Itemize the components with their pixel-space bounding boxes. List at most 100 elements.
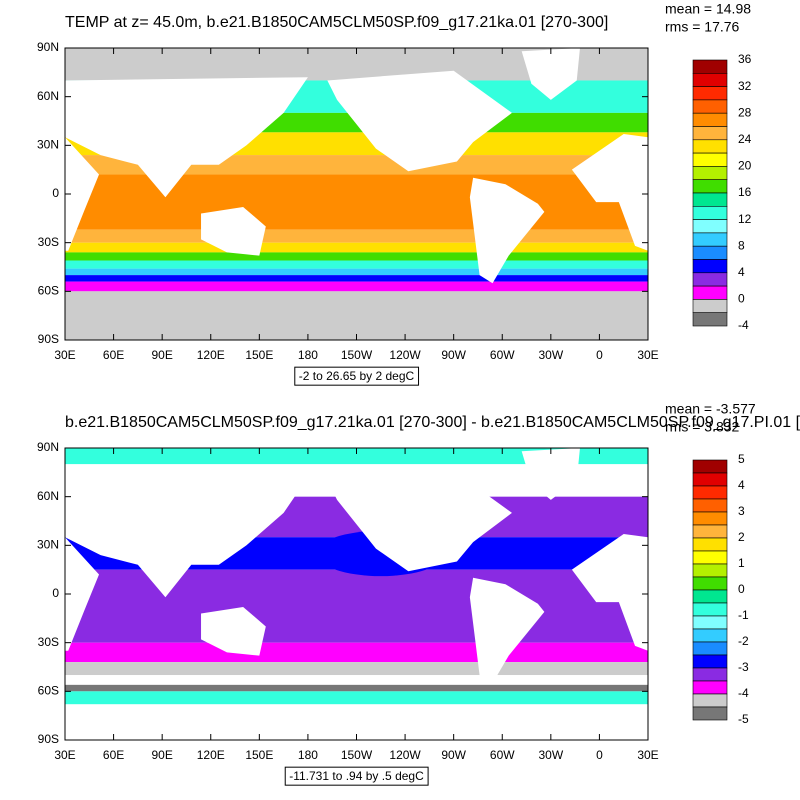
lat-tick-label: 90N [37,440,59,454]
colorbar-label: 16 [738,185,752,199]
lat-tick-label: 30S [38,635,59,649]
lon-tick-label: 180 [298,748,318,762]
info-label: -11.731 to .94 by .5 degC [289,769,424,783]
colorbar-box [692,192,728,207]
lat-tick-label: 60N [37,89,59,103]
colorbar-box [692,99,728,114]
colorbar-box [692,73,728,87]
colorbar-box [692,299,728,313]
lat-tick-label: 30S [38,235,59,249]
colorbar-label: 0 [738,292,745,306]
lon-tick-label: 120E [197,348,225,362]
panel-title: TEMP at z= 45.0m, b.e21.B1850CAM5CLM50SP… [65,14,608,31]
rms-label: rms = 17.76 [665,19,740,35]
contour-fill [65,691,648,705]
contour-fill [65,662,648,676]
contour-fill [65,275,648,282]
contour-fill [65,252,648,261]
lon-tick-label: 180 [298,348,318,362]
colorbar-box [692,219,728,234]
colorbar-box [692,312,728,327]
colorbar-box [692,602,728,617]
colorbar-label: 36 [738,52,752,66]
contour-fill [65,281,648,292]
lon-tick-label: 60E [103,348,124,362]
colorbar-box [692,152,728,167]
colorbar-label: 1 [738,556,745,570]
lon-tick-label: 30W [538,348,563,362]
colorbar-box [692,628,728,643]
colorbar-box [692,206,728,220]
colorbar-label: 32 [738,79,752,93]
lon-tick-label: 90W [441,348,466,362]
lat-tick-label: 90N [37,40,59,54]
colorbar-box [692,86,728,101]
colorbar-box [692,680,728,695]
mean-label: mean = 14.98 [665,1,751,17]
lon-tick-label: 30W [538,748,563,762]
lon-tick-label: 60W [490,748,515,762]
colorbar-box [692,272,728,287]
lon-tick-label: 0 [596,348,603,362]
colorbar-label: 5 [738,452,745,466]
colorbar-box [692,537,728,552]
colorbar-label: -5 [738,712,749,726]
colorbar-label: 4 [738,478,745,492]
contour-fill [65,260,648,269]
lon-tick-label: 150W [341,348,373,362]
colorbar-box [692,459,728,474]
map-panel: b.e21.B1850CAM5CLM50SP.f09_g17.21ka.01 [… [37,401,800,786]
lat-tick-label: 90S [38,332,59,346]
colorbar-label: 0 [738,582,745,596]
contour-fill [65,642,648,663]
colorbar-box [692,706,728,721]
colorbar-box [692,59,728,74]
field-layer [65,48,648,340]
lon-tick-label: 120W [389,748,421,762]
lat-tick-label: 30N [37,538,59,552]
lon-tick-label: 30E [637,348,658,362]
colorbar-box [692,641,728,656]
colorbar-box [692,615,728,630]
colorbar-label: -1 [738,608,749,622]
contour-fill [65,291,648,340]
colorbar-label: 24 [738,132,752,146]
field-layer [65,448,648,740]
lon-tick-label: 90W [441,748,466,762]
colorbar-label: 2 [738,530,745,544]
lon-tick-label: 30E [54,748,75,762]
info-box [294,366,420,386]
colorbar-box [692,485,728,500]
lon-tick-label: 60E [103,748,124,762]
lon-tick-label: 0 [596,748,603,762]
panel-title: b.e21.B1850CAM5CLM50SP.f09_g17.21ka.01 [… [65,414,800,431]
lat-tick-label: 60N [37,489,59,503]
colorbar-box [692,511,728,526]
lon-tick-label: 90E [151,348,172,362]
lon-tick-label: 90E [151,748,172,762]
colorbar-box [692,563,728,578]
lat-tick-label: 90S [38,732,59,746]
lat-tick-label: 0 [52,186,59,200]
lon-tick-label: 30E [54,348,75,362]
colorbar-label: 12 [738,212,752,226]
map-panel: TEMP at z= 45.0m, b.e21.B1850CAM5CLM50SP… [37,1,752,386]
lon-tick-label: 30E [637,748,658,762]
contour-fill [65,268,648,276]
colorbar-label: 8 [738,238,745,252]
lat-tick-label: 0 [52,586,59,600]
lon-tick-label: 60W [490,348,515,362]
colorbar-label: -4 [738,686,749,700]
lon-tick-label: 150W [341,748,373,762]
colorbar-label: 28 [738,105,752,119]
colorbar-label: 4 [738,265,745,279]
colorbar-box [692,667,728,682]
info-label: -2 to 26.65 by 2 degC [299,369,415,383]
colorbar-box [692,589,728,604]
colorbar-box [692,654,728,669]
lat-tick-label: 60S [38,284,59,298]
colorbar-box [692,259,728,274]
lon-tick-label: 120E [197,748,225,762]
